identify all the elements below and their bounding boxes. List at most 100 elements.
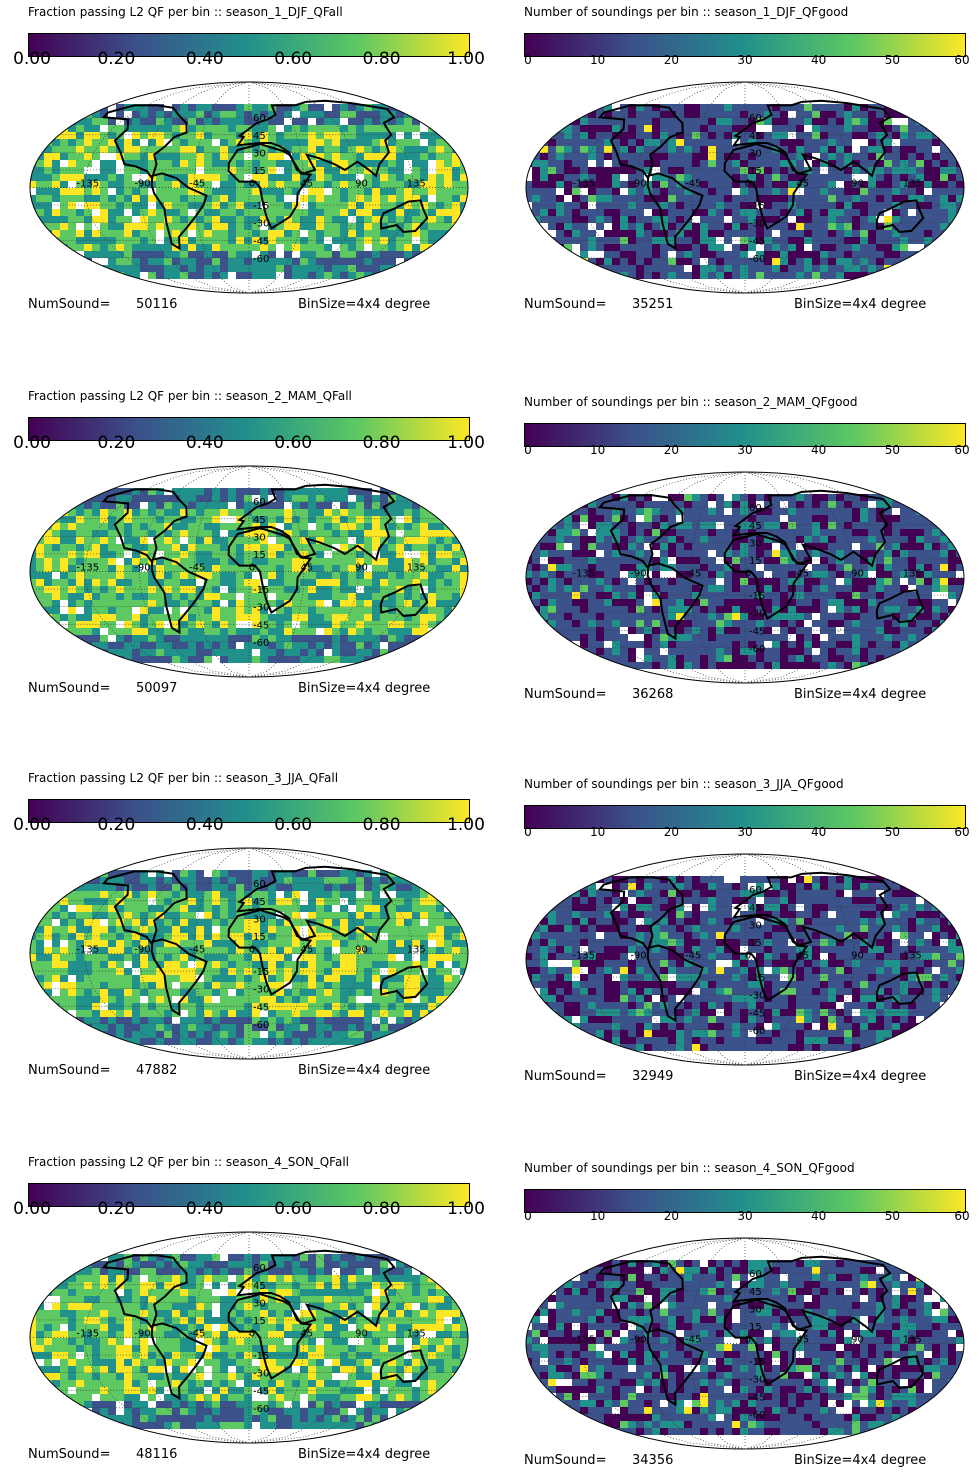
- bin-cell: [412, 516, 420, 523]
- bin-cell: [76, 216, 84, 223]
- bin-cell: [324, 628, 332, 635]
- bin-cell: [52, 530, 60, 537]
- bin-cell: [172, 146, 180, 153]
- bin-cell: [708, 508, 716, 515]
- bin-cell: [428, 544, 436, 551]
- bin-cell: [596, 139, 604, 146]
- bin-cell: [780, 111, 788, 118]
- bin-cell: [244, 195, 252, 202]
- bin-cell: [92, 614, 100, 621]
- bin-cell: [524, 153, 532, 160]
- bin-cell: [220, 118, 228, 125]
- bin-cell: [828, 564, 836, 571]
- bin-cell: [676, 167, 684, 174]
- bin-cell: [28, 244, 36, 251]
- bin-cell: [36, 181, 44, 188]
- bin-cell: [596, 188, 604, 195]
- bin-cell: [292, 258, 300, 265]
- bin-cell: [108, 216, 116, 223]
- bin-cell: [316, 593, 324, 600]
- bin-cell: [636, 522, 644, 529]
- bin-cell: [812, 564, 820, 571]
- bin-cell: [316, 607, 324, 614]
- bin-cell: [76, 600, 84, 607]
- latitude-label: 60: [253, 113, 266, 124]
- bin-cell: [212, 488, 220, 495]
- bin-cell: [556, 585, 564, 592]
- bin-cell: [148, 656, 156, 663]
- bin-cell: [620, 564, 628, 571]
- bin-cell: [676, 216, 684, 223]
- bin-cell: [668, 195, 676, 202]
- bin-cell: [708, 111, 716, 118]
- bin-cell: [396, 565, 404, 572]
- bin-cell: [420, 251, 428, 258]
- bin-cell: [372, 132, 380, 139]
- bin-cell: [340, 614, 348, 621]
- bin-cell: [68, 216, 76, 223]
- bin-cell: [892, 237, 900, 244]
- bin-cell: [916, 132, 924, 139]
- bin-cell: [900, 104, 908, 111]
- bin-cell: [460, 635, 468, 642]
- bin-cell: [684, 153, 692, 160]
- bin-cell: [812, 258, 820, 265]
- bin-cell: [76, 125, 84, 132]
- bin-cell: [556, 557, 564, 564]
- bin-cell: [388, 258, 396, 265]
- bin-cell: [460, 656, 468, 663]
- bin-cell: [340, 237, 348, 244]
- bin-cell: [796, 244, 804, 251]
- bin-cell: [172, 502, 180, 509]
- bin-cell: [68, 656, 76, 663]
- bin-cell: [292, 607, 300, 614]
- bin-cell: [444, 649, 452, 656]
- bin-cell: [236, 265, 244, 272]
- bin-cell: [124, 258, 132, 265]
- bin-cell: [596, 223, 604, 230]
- bin-cell: [108, 146, 116, 153]
- bin-cell: [660, 118, 668, 125]
- bin-cell: [348, 656, 356, 663]
- bin-cell: [820, 104, 828, 111]
- bin-cell: [324, 656, 332, 663]
- bin-cell: [692, 258, 700, 265]
- bin-cell: [884, 251, 892, 258]
- bin-cell: [404, 523, 412, 530]
- bin-cell: [340, 579, 348, 586]
- bin-cell: [628, 230, 636, 237]
- bin-cell: [60, 195, 68, 202]
- bin-cell: [60, 635, 68, 642]
- bin-cell: [900, 209, 908, 216]
- bin-cell: [404, 118, 412, 125]
- bin-cell: [636, 153, 644, 160]
- bin-cell: [76, 621, 84, 628]
- bin-cell: [836, 599, 844, 606]
- bin-cell: [708, 132, 716, 139]
- bin-cell: [28, 516, 36, 523]
- latitude-label: -60: [749, 254, 765, 265]
- bin-cell: [204, 118, 212, 125]
- bin-cell: [596, 536, 604, 543]
- bin-cell: [708, 578, 716, 585]
- bin-cell: [100, 188, 108, 195]
- bin-cell: [100, 656, 108, 663]
- bin-cell: [908, 139, 916, 146]
- bin-cell: [948, 160, 956, 167]
- bin-cell: [340, 160, 348, 167]
- bin-cell: [604, 216, 612, 223]
- bin-cell: [636, 125, 644, 132]
- bin-cell: [612, 578, 620, 585]
- bin-cell: [924, 536, 932, 543]
- bin-cell: [428, 614, 436, 621]
- bin-cell: [564, 550, 572, 557]
- bin-cell: [652, 522, 660, 529]
- bin-cell: [692, 223, 700, 230]
- bin-cell: [804, 599, 812, 606]
- bin-cell: [116, 209, 124, 216]
- bin-cell: [404, 153, 412, 160]
- bin-cell: [324, 174, 332, 181]
- bin-cell: [604, 167, 612, 174]
- bin-cell: [844, 272, 852, 279]
- bin-cell: [204, 607, 212, 614]
